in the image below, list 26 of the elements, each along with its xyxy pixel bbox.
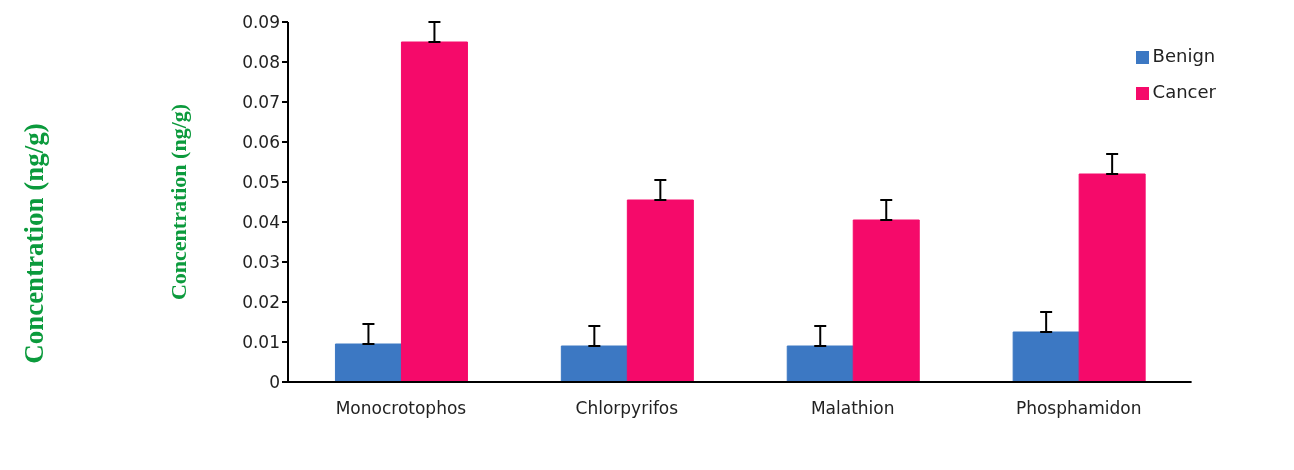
legend-label: Benign [1152, 45, 1216, 66]
y-tick-label: 0.04 [242, 212, 280, 233]
text: Concentration (ng/g) [18, 122, 50, 364]
y-tick-label: 0.02 [242, 292, 280, 313]
y-tick-label: 0.01 [242, 332, 280, 353]
x-tick-label: Monocrotophos [335, 398, 467, 419]
y-tick-label: 0.03 [242, 252, 280, 273]
y-tick-label: 0.09 [242, 12, 280, 33]
y-axis-title: Concentration (ng/g) [165, 103, 191, 301]
legend-label: Cancer [1152, 81, 1216, 102]
y-tick-label: 0.07 [242, 92, 280, 113]
y-tick-label: 0 [269, 372, 280, 393]
bar [1078, 173, 1146, 382]
y-tick-label: 0.08 [242, 52, 280, 73]
y-tick-label: 0.06 [242, 132, 280, 153]
bar [626, 199, 694, 382]
bar [400, 41, 468, 382]
x-tick-label: Phosphamidon [1015, 398, 1142, 419]
bar [560, 345, 628, 382]
y-tick-label: 0.05 [242, 172, 280, 193]
x-tick-label: Chlorpyrifos [575, 398, 679, 419]
bar [786, 345, 854, 382]
x-tick-label: Malathion [810, 398, 895, 419]
bar [334, 343, 402, 382]
bar [852, 219, 920, 382]
bar [1012, 331, 1080, 382]
